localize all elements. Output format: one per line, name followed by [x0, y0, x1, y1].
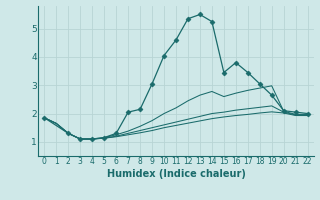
- X-axis label: Humidex (Indice chaleur): Humidex (Indice chaleur): [107, 169, 245, 179]
